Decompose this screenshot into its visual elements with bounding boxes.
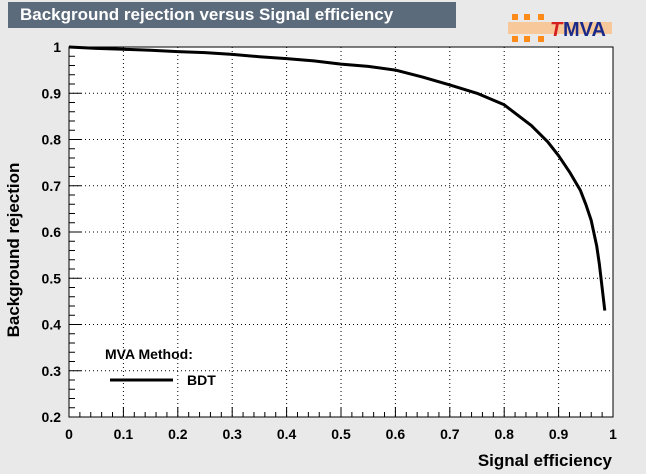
y-axis-title: Background rejection — [4, 163, 23, 338]
x-tick-label: 0.9 — [549, 426, 569, 442]
logo-dot — [538, 14, 544, 20]
legend-label-bdt: BDT — [187, 372, 216, 388]
y-tick-label: 0.6 — [42, 224, 62, 240]
grid-lines — [69, 47, 613, 417]
y-tick-label: 1 — [53, 39, 61, 55]
x-tick-label: 0.6 — [386, 426, 406, 442]
logo-dot — [512, 36, 518, 42]
y-tick-label: 0.2 — [42, 409, 62, 425]
tmva-logo: T MVA — [508, 14, 612, 42]
chart-title: Background rejection versus Signal effic… — [8, 2, 456, 28]
legend-header: MVA Method: — [105, 346, 193, 362]
x-tick-label: 0.4 — [277, 426, 297, 442]
x-tick-label: 0.8 — [494, 426, 514, 442]
x-tick-labels: 0 0.1 0.2 0.3 0.4 0.5 0.6 0.7 0.8 0.9 1 — [65, 426, 617, 442]
y-tick-label: 0.7 — [42, 178, 62, 194]
logo-stripe — [508, 22, 612, 34]
y-tick-label: 0.4 — [42, 317, 62, 333]
y-tick-label: 0.5 — [42, 270, 62, 286]
x-tick-label: 0.3 — [222, 426, 242, 442]
logo-dot — [512, 14, 518, 20]
y-tick-label: 0.3 — [42, 363, 62, 379]
y-tick-label: 0.9 — [42, 85, 62, 101]
x-tick-label: 0.2 — [168, 426, 188, 442]
y-tick-label: 0.8 — [42, 132, 62, 148]
x-axis-title: Signal efficiency — [478, 451, 613, 470]
logo-dot — [524, 14, 530, 20]
logo-mva: MVA — [563, 19, 606, 41]
x-tick-label: 0.7 — [440, 426, 460, 442]
series-line-bdt — [68, 45, 607, 311]
x-tick-label: 0.5 — [331, 426, 351, 442]
logo-dot — [524, 36, 530, 42]
x-tick-label: 0.1 — [114, 426, 134, 442]
logo-dot — [538, 36, 544, 42]
x-tick-label: 1 — [609, 426, 617, 442]
x-tick-label: 0 — [65, 426, 73, 442]
y-tick-labels: 0.2 0.3 0.4 0.5 0.6 0.7 0.8 0.9 1 — [42, 39, 62, 425]
series-group — [68, 45, 607, 311]
logo-t: T — [550, 19, 564, 41]
